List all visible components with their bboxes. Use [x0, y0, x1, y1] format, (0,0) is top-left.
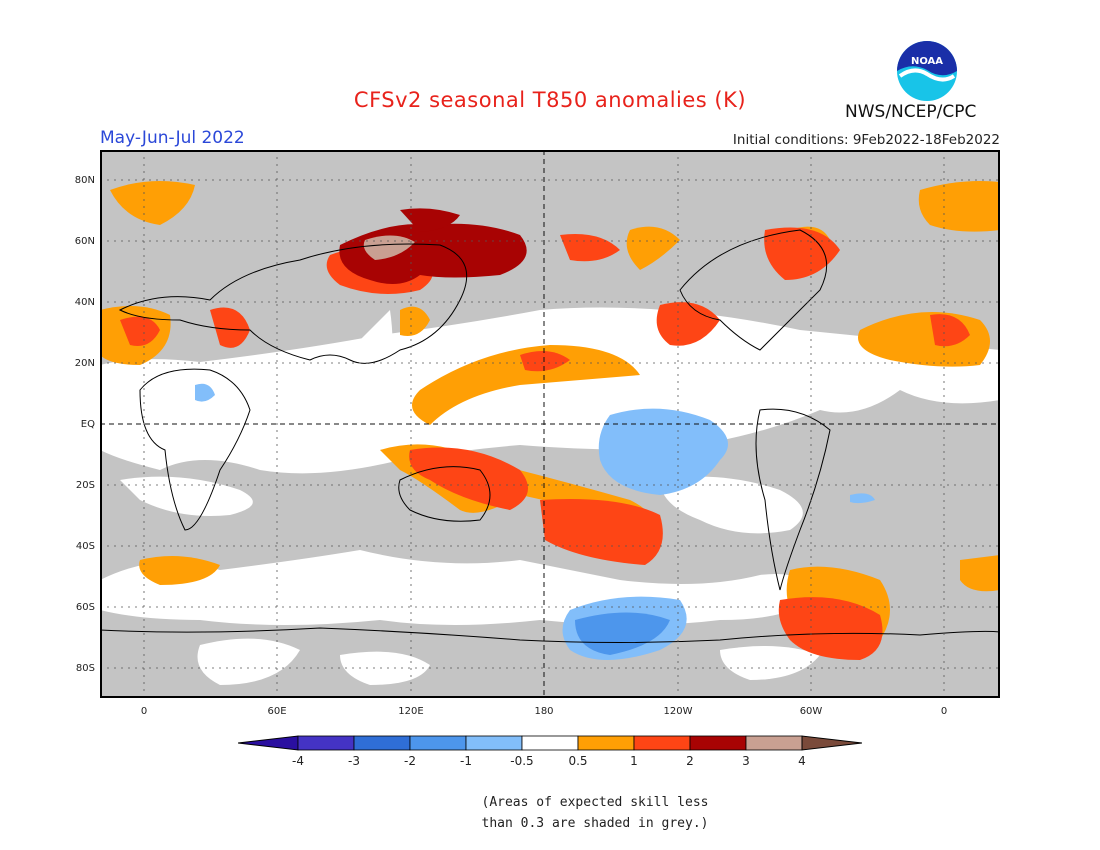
- colorbar-label: 1: [630, 754, 638, 768]
- logo-text: NOAA: [911, 56, 943, 67]
- colorbar-segment: [409, 735, 467, 751]
- colorbar-label: -2: [404, 754, 416, 768]
- lon-label: 0: [940, 706, 948, 717]
- colorbar-segment: [297, 735, 355, 751]
- colorbar-label: -0.5: [510, 754, 534, 768]
- colorbar-label: -3: [348, 754, 360, 768]
- lat-label: 60S: [75, 602, 95, 613]
- lon-label: 0: [140, 706, 148, 717]
- colorbar-label: -1: [460, 754, 472, 768]
- lon-label: 60E: [267, 706, 287, 717]
- colorbar-segment: [465, 735, 523, 751]
- colorbar-label: 0.5: [568, 754, 588, 768]
- lon-label: 180: [534, 706, 554, 717]
- colorbar-label: 2: [686, 754, 694, 768]
- map-frame: [100, 150, 1000, 698]
- lat-label: 60N: [74, 236, 95, 247]
- colorbar-segment: [521, 735, 579, 751]
- lat-label: 20S: [75, 480, 95, 491]
- lat-label: EQ: [80, 419, 95, 430]
- season-label: May-Jun-Jul 2022: [100, 128, 245, 148]
- colorbar-segment: [577, 735, 635, 751]
- coastlines: [100, 229, 1000, 643]
- colorbar-label: 4: [798, 754, 806, 768]
- colorbar-label: -4: [292, 754, 304, 768]
- skill-note-line: (Areas of expected skill less: [481, 795, 709, 810]
- colorbar-segment: [745, 735, 803, 751]
- lon-label: 120W: [663, 706, 693, 717]
- lat-label: 80N: [74, 175, 95, 186]
- map-title: CFSv2 seasonal T850 anomalies (K): [353, 88, 747, 112]
- skill-note-line: than 0.3 are shaded in grey.): [481, 816, 709, 831]
- skill-note: (Areas of expected skill less than 0.3 a…: [430, 792, 760, 834]
- lat-label: 40S: [75, 541, 95, 552]
- lat-label: 40N: [74, 297, 95, 308]
- initial-conditions: Initial conditions: 9Feb2022-18Feb2022: [732, 132, 1000, 148]
- colorbar-label: 3: [742, 754, 750, 768]
- colorbar: [237, 733, 863, 753]
- colorbar-arrow-low: [237, 735, 299, 751]
- noaa-logo-icon: NOAA: [896, 40, 958, 102]
- colorbar-segment: [353, 735, 411, 751]
- colorbar-segment: [689, 735, 747, 751]
- equator-dateline: [100, 150, 1000, 698]
- agency-label: NWS/NCEP/CPC: [845, 102, 977, 122]
- lat-label: 20N: [74, 358, 95, 369]
- lat-label: 80S: [75, 663, 95, 674]
- anomaly-map: [100, 150, 1000, 698]
- colorbar-arrow-high: [801, 735, 863, 751]
- lon-label: 120E: [398, 706, 424, 717]
- lon-label: 60W: [799, 706, 823, 717]
- anomaly-neg1-neg2: [575, 612, 670, 655]
- colorbar-segment: [633, 735, 691, 751]
- anomaly-3-4: [363, 235, 415, 260]
